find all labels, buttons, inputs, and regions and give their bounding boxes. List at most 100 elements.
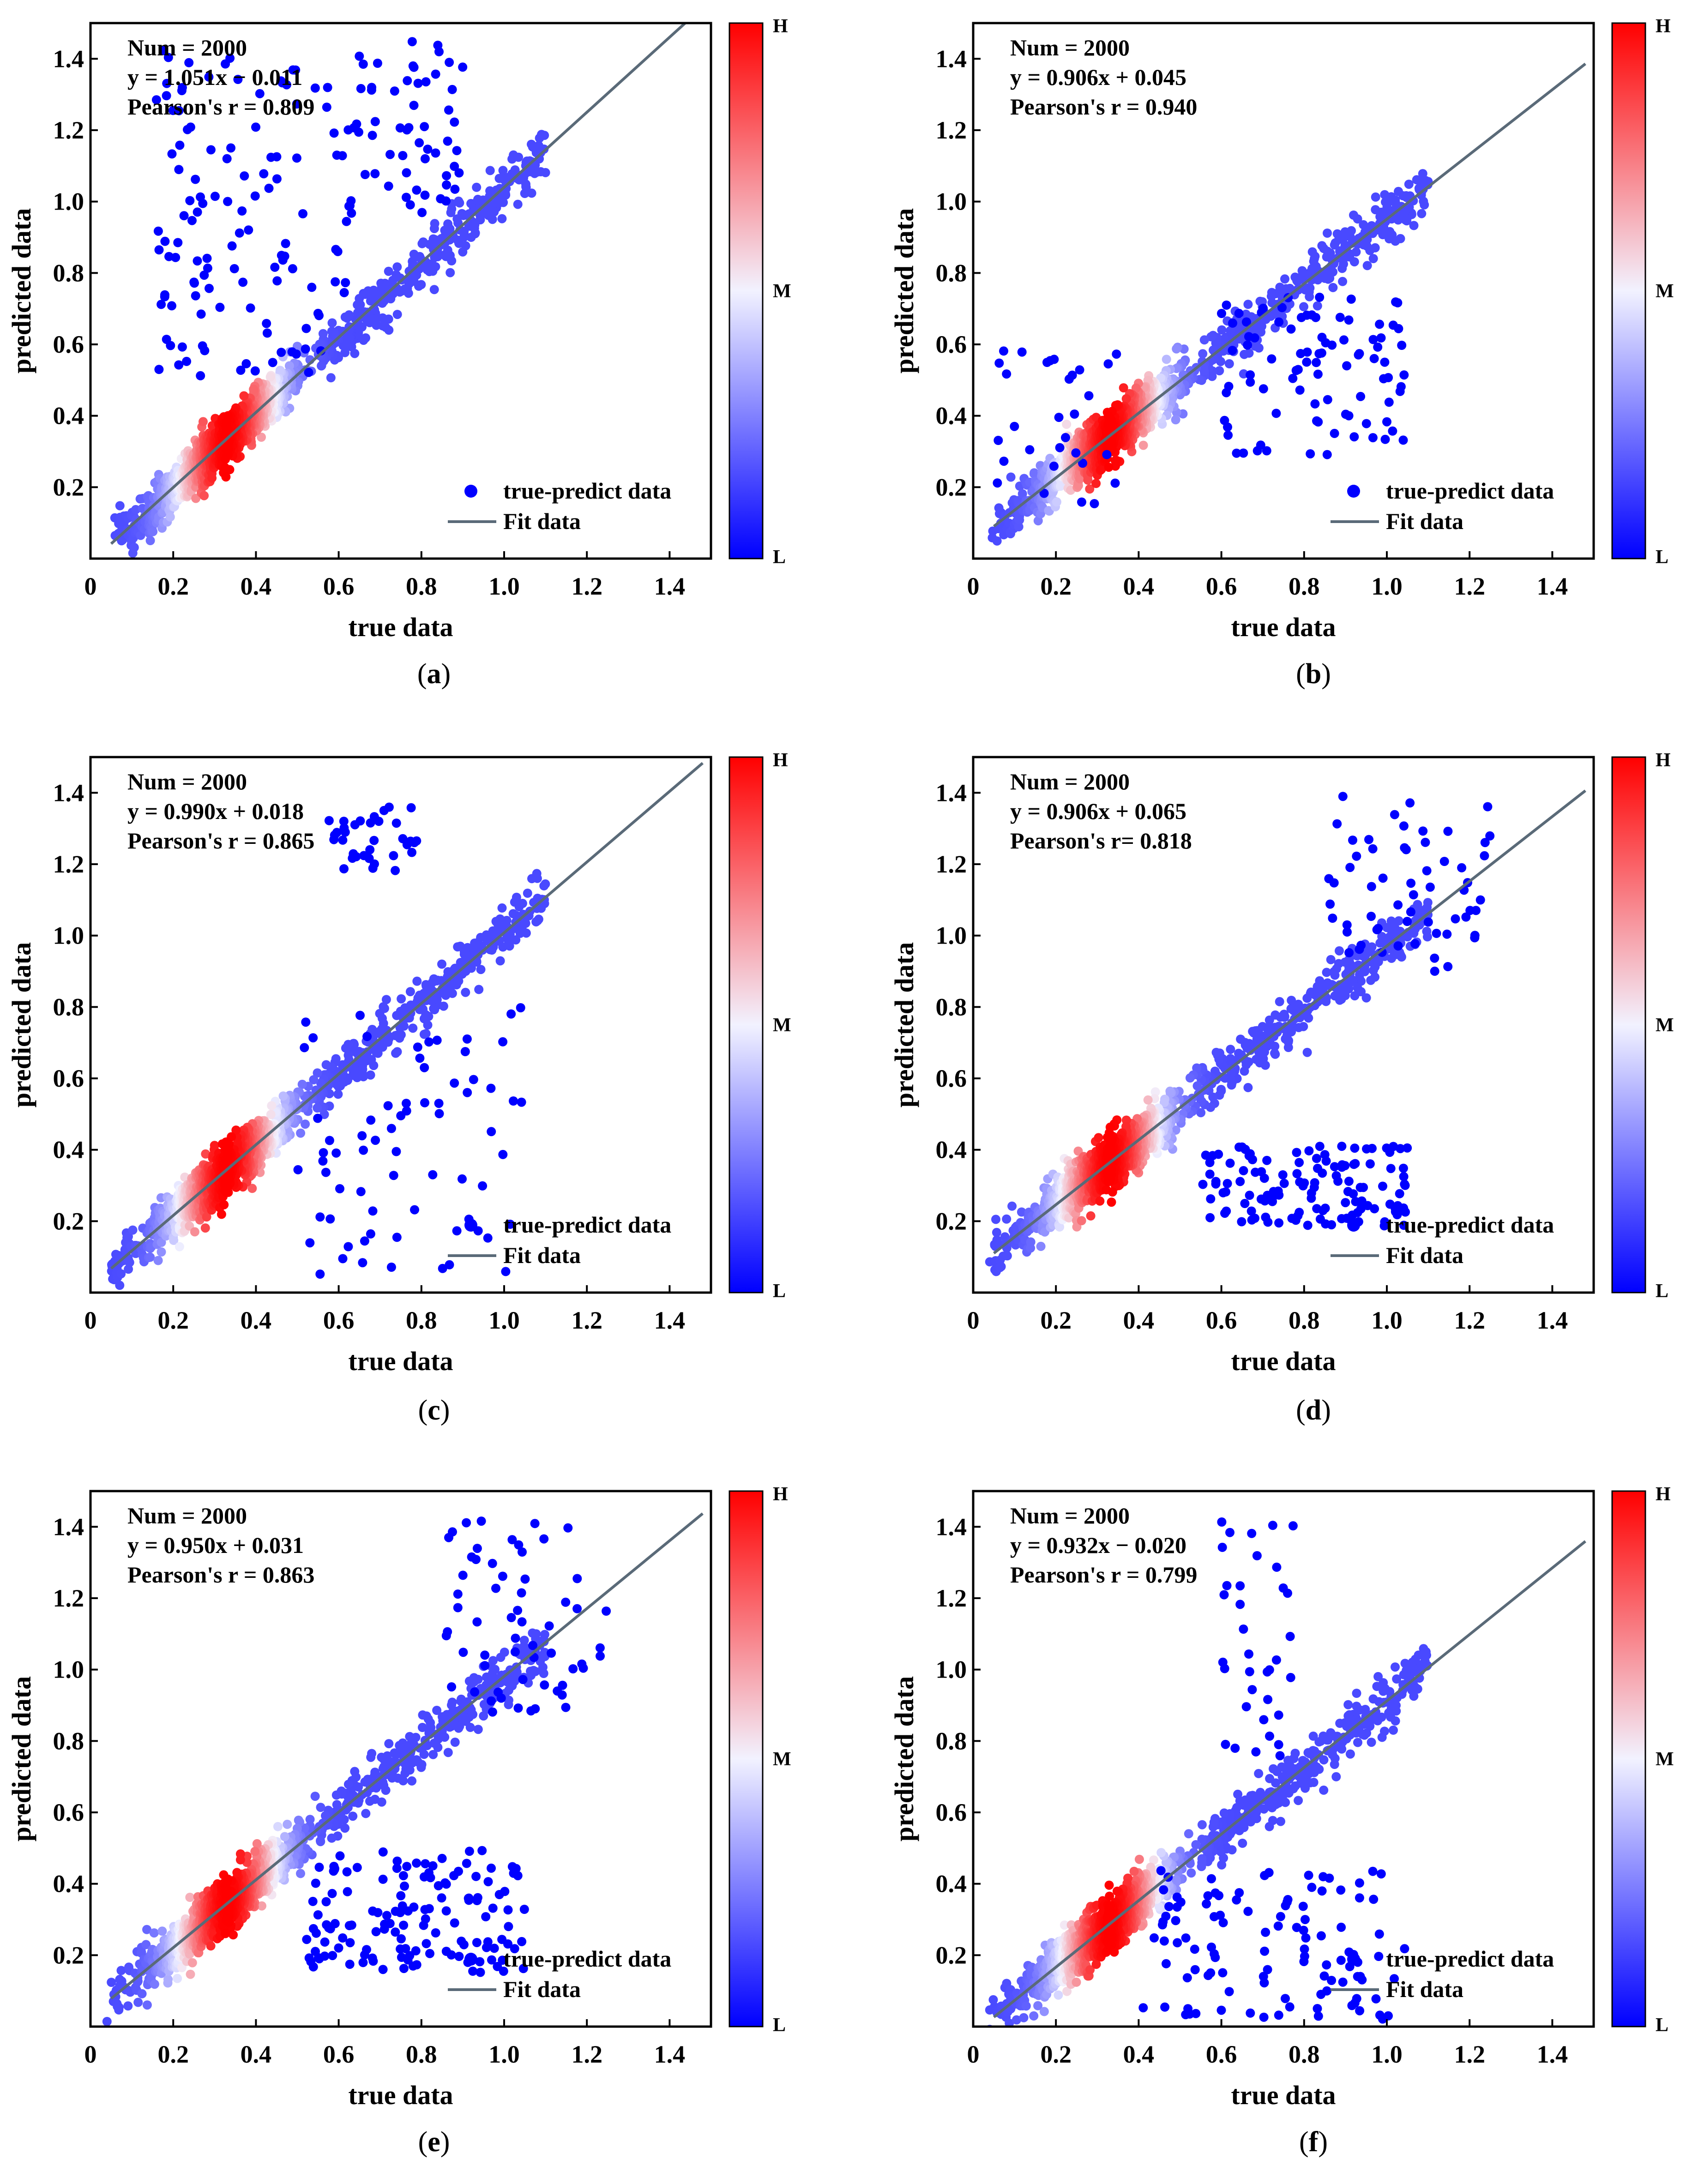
data-point xyxy=(340,312,350,322)
caption-letter: c xyxy=(428,1395,440,1426)
data-point xyxy=(386,1124,396,1133)
data-point xyxy=(450,117,459,127)
data-point xyxy=(1379,374,1388,384)
data-point xyxy=(338,341,348,350)
data-point xyxy=(1138,440,1148,450)
data-point xyxy=(205,283,214,293)
data-point xyxy=(433,41,443,50)
data-point xyxy=(331,1148,341,1158)
data-point xyxy=(392,310,402,319)
colorbar-label-high: H xyxy=(773,16,788,37)
y-tick-label: 1.0 xyxy=(53,188,84,216)
y-tick-label: 1.2 xyxy=(936,116,967,144)
data-point xyxy=(1412,175,1421,185)
x-tick-label: 0 xyxy=(84,572,97,600)
data-point xyxy=(450,162,459,171)
legend-label-fit: Fit data xyxy=(503,508,581,534)
data-point xyxy=(249,385,259,394)
data-point xyxy=(420,190,430,200)
data-point xyxy=(511,935,521,945)
data-point xyxy=(1018,489,1027,499)
data-point xyxy=(327,318,337,328)
data-point xyxy=(1330,240,1339,250)
data-point xyxy=(1359,220,1368,229)
data-point xyxy=(498,1149,508,1159)
data-point xyxy=(292,153,301,163)
data-point xyxy=(1228,346,1237,355)
data-point xyxy=(288,264,297,274)
data-point xyxy=(413,78,423,88)
data-point xyxy=(124,1232,133,1241)
data-point xyxy=(337,151,347,161)
data-point xyxy=(1397,341,1407,350)
data-point xyxy=(321,1060,331,1070)
data-point xyxy=(313,1068,322,1078)
colorbar-label-mid: M xyxy=(773,281,791,302)
data-point xyxy=(189,277,199,287)
data-point xyxy=(1335,313,1345,322)
data-point xyxy=(160,236,170,246)
data-point xyxy=(528,142,537,152)
data-point xyxy=(220,463,230,472)
data-point xyxy=(1375,938,1385,948)
data-point xyxy=(1286,1004,1296,1014)
data-point xyxy=(410,1205,419,1215)
data-point xyxy=(319,1148,328,1157)
data-point xyxy=(210,1141,219,1150)
data-point xyxy=(1271,409,1281,418)
data-point xyxy=(1062,420,1072,429)
data-point xyxy=(335,1184,344,1193)
data-point xyxy=(296,1128,306,1138)
data-point xyxy=(272,174,282,184)
data-point xyxy=(1246,377,1255,387)
data-point xyxy=(1052,497,1061,507)
data-point xyxy=(501,1267,511,1276)
data-point xyxy=(202,253,212,263)
data-point xyxy=(527,188,536,198)
data-point xyxy=(1337,264,1347,273)
y-tick-label: 1.4 xyxy=(53,779,84,806)
stat-equation: y = 1.051x − 0.011 xyxy=(127,64,302,90)
data-point xyxy=(421,980,431,989)
data-point xyxy=(497,214,507,223)
data-point xyxy=(487,1127,496,1137)
data-point xyxy=(440,225,450,235)
data-point xyxy=(235,228,244,238)
data-point xyxy=(222,427,232,437)
data-point xyxy=(472,182,482,192)
data-point xyxy=(1296,349,1306,358)
legend-label-fit: Fit data xyxy=(503,1242,581,1268)
data-point xyxy=(384,802,394,812)
data-point xyxy=(1090,499,1099,508)
data-point xyxy=(409,101,419,110)
data-point xyxy=(1198,349,1208,359)
data-point xyxy=(272,152,282,162)
y-tick-label: 1.4 xyxy=(936,45,967,72)
data-point xyxy=(486,1083,496,1093)
data-point xyxy=(219,1200,229,1209)
data-point xyxy=(1223,430,1233,440)
x-tick-label: 0.6 xyxy=(323,572,355,600)
data-point xyxy=(1371,192,1380,202)
x-tick-label: 0.2 xyxy=(1040,572,1072,600)
data-point xyxy=(332,828,342,837)
data-point xyxy=(392,1011,402,1020)
y-tick-label: 0.2 xyxy=(53,473,84,501)
data-point xyxy=(441,196,451,206)
plot-frame xyxy=(972,22,1595,560)
data-point xyxy=(458,62,468,72)
y-tick-label: 0.6 xyxy=(53,1065,84,1092)
data-point xyxy=(1323,395,1332,404)
data-point xyxy=(1302,357,1312,367)
data-point xyxy=(508,909,518,919)
data-point xyxy=(397,994,406,1004)
data-point xyxy=(458,247,468,257)
data-point xyxy=(1323,229,1332,238)
data-point xyxy=(1244,332,1253,342)
scatter-points xyxy=(985,792,1495,1276)
data-point xyxy=(1313,369,1323,379)
data-point xyxy=(1112,349,1121,359)
data-point xyxy=(321,1167,331,1177)
data-point xyxy=(1262,446,1271,456)
data-point xyxy=(509,1096,518,1106)
